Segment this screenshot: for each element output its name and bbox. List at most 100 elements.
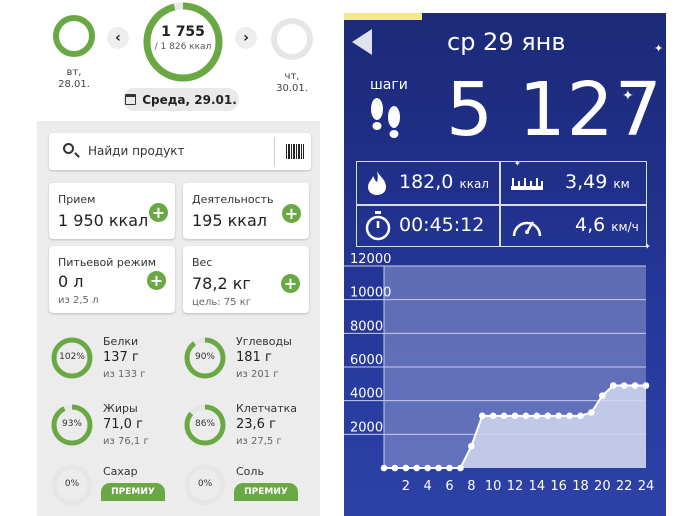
star-decoration: ✦ [644,242,651,251]
speed-value: 4,6 км/ч [575,214,639,236]
nutrient-item[interactable]: 0% Сахар ПРЕМИУ [50,463,165,511]
prev-day-ring[interactable] [52,14,96,58]
date-selector[interactable]: Среда, 29.01. [123,88,239,111]
nutrient-item[interactable]: 102% Белки 137 г из 133 г [50,335,146,384]
water-goal: из 2,5 л [58,295,99,306]
nutrient-ring [51,464,93,506]
data-point [446,464,453,472]
chart-area-fill [384,385,646,468]
data-point [500,412,508,420]
nutrient-goal: из 27,5 г [236,436,282,447]
prev-day-weekday: вт, [66,67,82,78]
pedometer-app-panel: ср 29 янв ✦ ✦ ✦ ✦ шаги 5 127 182,0 ккал [344,13,666,516]
water-card[interactable]: Питьевой режим 0 л из 2,5 л + [49,246,175,313]
next-day-button[interactable]: › [235,27,257,49]
selected-date: Среда, 29.01. [142,92,237,107]
calorie-ring[interactable] [141,0,225,84]
activity-card[interactable]: Деятельность 195 ккал + [183,183,309,239]
nutrient-value: 137 г [103,350,139,365]
nutrient-name: Белки [103,335,139,348]
data-point [620,382,628,389]
food-search-bar[interactable]: Найди продукт [49,133,311,170]
nutrient-percent: 0% [197,479,213,489]
next-day-label[interactable]: чт, 30.01. [267,71,317,95]
search-icon [63,143,74,154]
activity-title: Деятельность [192,193,274,206]
nutrient-value: 181 г [236,350,272,365]
distance-value: 3,49 км [565,171,630,193]
add-weight-button[interactable]: + [281,274,300,293]
data-point [413,464,421,472]
nutrient-percent: 0% [64,479,80,489]
nutrient-ring [184,337,226,379]
data-point [533,412,541,420]
weight-value: 78,2 кг [192,274,251,293]
x-tick-label: 12 [507,479,524,494]
next-day-ring[interactable] [270,17,314,61]
nutrient-item[interactable]: 0% Соль ПРЕМИУ [183,463,298,511]
intake-card[interactable]: Прием 1 950 ккал + [49,183,175,239]
calories-burned: 182,0 ккал [399,171,489,193]
x-tick-label: 24 [638,479,655,494]
nutrient-percent: 93% [61,419,82,429]
nutrient-ring [51,404,93,446]
data-point [478,412,486,420]
add-activity-button[interactable]: + [282,204,301,223]
barcode-scan-icon[interactable] [286,144,304,159]
nutrient-item[interactable]: 93% Жиры 71,0 г из 76,1 г [50,402,149,451]
nutrient-name: Клетчатка [236,402,298,415]
weight-card[interactable]: Вес 78,2 кг цель: 75 кг + [183,246,309,313]
premium-badge[interactable]: ПРЕМИУ [101,483,165,501]
nutrient-goal: из 133 г [103,369,146,380]
data-point [380,464,388,472]
prev-day-label[interactable]: вт, 28.01. [49,67,99,91]
x-tick-label: 20 [594,479,611,494]
water-value: 0 л [58,272,84,291]
activity-value: 195 ккал [192,211,267,230]
duration-value: 00:45:12 [399,214,485,236]
prev-day-button[interactable]: ‹ [107,27,129,49]
search-input[interactable]: Найди продукт [88,144,185,158]
data-point [642,382,650,389]
data-point [468,442,475,450]
data-point [609,382,617,389]
y-tick-label: 8000 [350,319,383,334]
calories-goal: / 1 826 ккал [154,42,212,52]
data-point [588,409,595,416]
steps-count: 5 127 [446,67,663,153]
intake-title: Прием [58,193,96,206]
nutrient-item[interactable]: 86% Клетчатка 23,6 г из 27,5 г [183,402,297,451]
add-intake-button[interactable]: + [149,203,168,222]
data-point [402,464,410,472]
stopwatch-icon [365,211,391,241]
premium-badge[interactable]: ПРЕМИУ [234,483,298,501]
steps-label: шаги [370,77,408,93]
calendar-icon [125,94,137,105]
nutrient-name: Углеводы [236,335,292,348]
nutrient-value: 71,0 г [103,417,143,432]
add-water-button[interactable]: + [147,271,166,290]
x-tick-label: 2 [402,479,410,494]
data-point [631,382,639,389]
nutrient-ring [51,337,93,379]
nutrient-name: Сахар [103,465,138,478]
star-decoration: ✦ [514,159,521,168]
y-tick-label: 4000 [350,387,383,402]
data-point [435,464,442,472]
speedometer-icon [512,221,542,237]
x-tick-label: 16 [550,479,567,494]
footprints-icon [371,98,400,138]
x-tick-label: 14 [529,479,546,494]
day-title: ср 29 янв [447,28,566,56]
x-tick-label: 6 [445,479,453,494]
data-point [577,412,584,420]
data-point [391,464,399,472]
nutrient-percent: 86% [194,419,215,429]
data-point [511,412,519,420]
nutrient-percent: 90% [194,352,215,362]
nutrient-item[interactable]: 90% Углеводы 181 г из 201 г [183,335,292,384]
status-strip [344,13,422,20]
chevron-left-icon: ‹ [115,30,121,46]
back-arrow-icon[interactable] [352,29,372,55]
